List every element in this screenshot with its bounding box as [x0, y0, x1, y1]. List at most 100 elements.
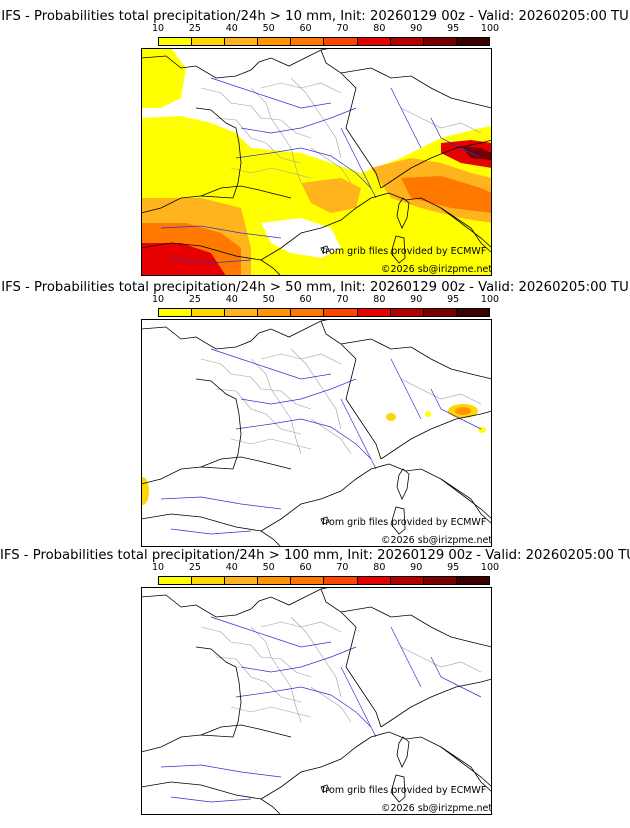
coast-line — [340, 338, 492, 380]
precip-map — [141, 319, 492, 547]
copyright-credit: ©2026 sb@irizpme.net — [381, 535, 493, 546]
colorbar-swatch — [159, 577, 193, 584]
precip-area — [401, 176, 492, 213]
map-canvas — [141, 587, 492, 815]
admin-line — [290, 616, 342, 698]
colorbar-tick-label: 10 — [151, 23, 165, 34]
panel-title: IFS - Probabilities total precipitation/… — [0, 548, 630, 563]
map-background — [141, 587, 492, 815]
coastlines-borders — [141, 319, 492, 547]
coast-line — [340, 606, 492, 648]
colorbar-swatch — [258, 309, 292, 316]
colorbar-tick-label: 80 — [373, 23, 386, 34]
admin-line — [215, 656, 302, 703]
coast-line — [260, 463, 492, 532]
coast-line — [141, 587, 332, 618]
colorbar-swatch — [456, 577, 489, 584]
precip-area — [441, 140, 492, 168]
colorbar-swatch — [456, 38, 489, 45]
mallorca-outline — [320, 784, 330, 793]
coast-line — [141, 378, 242, 485]
river-line — [170, 528, 252, 535]
precip-field — [141, 404, 486, 505]
admin-line — [260, 82, 342, 94]
mallorca-outline — [320, 245, 330, 254]
coast-line — [200, 456, 292, 470]
river-line — [340, 398, 377, 470]
panel-50mm: IFS - Probabilities total precipitation/… — [0, 271, 630, 547]
coast-line — [380, 410, 492, 460]
admin-line — [290, 77, 342, 159]
colorbar-tick-label: 10 — [151, 562, 165, 573]
river-line — [235, 147, 372, 189]
rivers — [160, 616, 482, 803]
rivers — [160, 348, 482, 535]
coast-line — [380, 139, 492, 189]
colorbar-swatch — [192, 577, 226, 584]
colorbar-tick-label: 90 — [410, 562, 423, 573]
colorbar-tick-label: 80 — [373, 294, 386, 305]
colorbar-tick-label: 25 — [188, 23, 201, 34]
admin-line — [230, 706, 312, 718]
river-line — [240, 107, 357, 134]
coast-line — [320, 49, 382, 189]
colorbar — [158, 308, 490, 317]
coast-line — [440, 207, 492, 254]
river-line — [170, 796, 252, 803]
admin-line — [250, 87, 302, 184]
colorbar-swatch — [324, 577, 358, 584]
mallorca-outline — [320, 516, 330, 525]
river-line — [240, 378, 357, 405]
precip-area — [461, 146, 492, 160]
river-line — [160, 764, 282, 778]
river-line — [210, 616, 332, 648]
colorbar-swatch — [291, 577, 325, 584]
precip-area — [301, 178, 361, 213]
coast-line — [200, 724, 292, 738]
map-canvas — [141, 319, 492, 547]
map-frame — [141, 319, 492, 547]
coast-line — [260, 192, 492, 261]
colorbar-tick-label: 60 — [299, 294, 312, 305]
precip-area — [386, 413, 396, 421]
colorbar-swatch — [423, 309, 457, 316]
sardinia-outline — [390, 235, 406, 264]
coast-line — [440, 746, 492, 793]
colorbar-swatch — [390, 577, 424, 584]
map-canvas — [141, 48, 492, 276]
river-line — [340, 666, 377, 738]
colorbar-swatch — [357, 309, 391, 316]
colorbar-tick-label: 40 — [225, 562, 238, 573]
admin-line — [400, 107, 482, 134]
admin-line — [200, 87, 312, 139]
river-line — [160, 225, 282, 239]
colorbar-tick-label: 90 — [410, 294, 423, 305]
map-frame — [141, 587, 492, 815]
copyright-credit: ©2026 sb@irizpme.net — [381, 264, 493, 275]
river-line — [340, 127, 377, 199]
river-line — [390, 358, 422, 420]
colorbar — [158, 576, 490, 585]
coastlines-borders — [141, 587, 492, 815]
coast-line — [141, 646, 242, 753]
colorbar-swatch — [423, 577, 457, 584]
colorbar-tick-label: 100 — [480, 294, 500, 305]
admin-line — [400, 378, 482, 405]
panel-title: IFS - Probabilities total precipitation/… — [1, 9, 629, 24]
colorbar-tick-label: 70 — [336, 562, 349, 573]
coast-line — [440, 478, 492, 525]
colorbar-swatch — [258, 38, 292, 45]
colorbar-swatch — [225, 309, 259, 316]
admin-line — [250, 626, 302, 723]
colorbar-swatch — [159, 38, 193, 45]
precip-map — [141, 48, 492, 276]
rivers — [160, 77, 482, 264]
river-line — [390, 626, 422, 688]
river-line — [390, 87, 422, 149]
admin-line — [400, 646, 482, 673]
admin-line — [200, 358, 312, 410]
panel-100mm: IFS - Probabilities total precipitation/… — [0, 539, 630, 815]
colorbar-swatch — [192, 309, 226, 316]
river-line — [235, 686, 372, 728]
colorbar-swatch — [258, 577, 292, 584]
